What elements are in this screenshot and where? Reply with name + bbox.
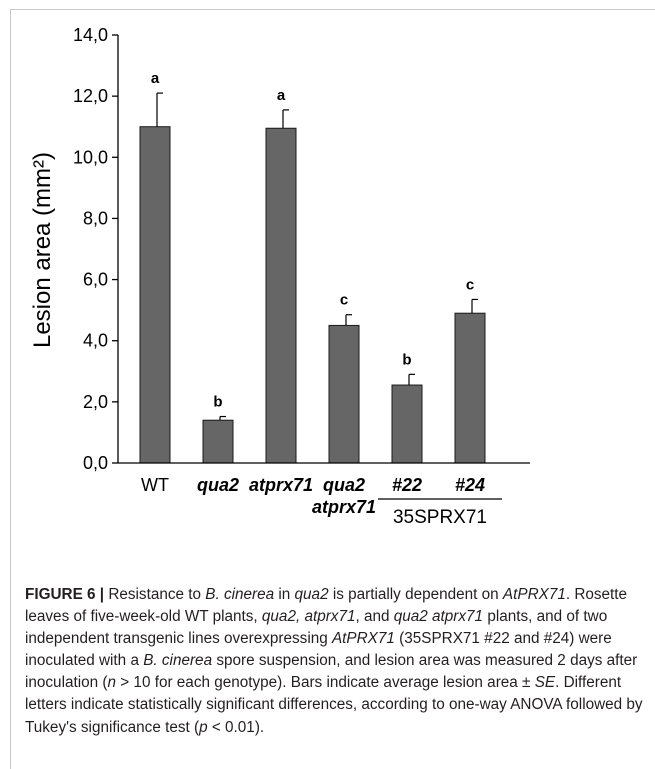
caption-run: spore suspension, and lesion area was me…	[25, 652, 638, 692]
significance-letter: c	[466, 276, 474, 293]
x-tick-label: atprx71	[249, 475, 313, 495]
y-tick-label: 12,0	[73, 86, 108, 106]
caption-run: plants, and of two independent transgeni…	[25, 608, 608, 648]
y-tick-label: 4,0	[83, 331, 108, 351]
caption-run: . Different letters indicate statistical…	[25, 674, 643, 736]
caption-italic: SE	[534, 674, 556, 692]
bar	[265, 127, 297, 464]
figure-caption: FIGURE 6 | Resistance to B. cinerea in q…	[25, 584, 645, 739]
group-label: 35SPRX71	[393, 507, 487, 528]
significance-letter: a	[151, 70, 160, 87]
caption-run: Resistance to	[108, 586, 206, 603]
caption-italic: B. cinerea	[143, 652, 213, 670]
caption-italic: qua2	[294, 586, 329, 603]
caption-run: (35SPRX71 #22 and #24) were inoculated w…	[25, 630, 612, 670]
y-axis: 0,0 2,0 4,0 6,0 8,0 10,0 12,0 14,0	[73, 25, 119, 473]
x-tick-label: qua2	[197, 475, 239, 495]
caption-text: Resistance to B. cinerea in qua2 is part…	[25, 586, 643, 736]
y-tick-label: 6,0	[83, 270, 108, 290]
caption-italic: AtPRX71	[502, 586, 566, 603]
y-tick-label: 10,0	[73, 147, 108, 167]
significance-letter: a	[277, 87, 286, 104]
y-axis-label: Lesion area (mm²)	[29, 152, 56, 348]
significance-letter: b	[402, 351, 411, 368]
x-tick-label: #22	[392, 475, 422, 495]
bar	[328, 324, 360, 464]
caption-italic: qua2 atprx71	[393, 608, 484, 626]
y-tick-label: 14,0	[73, 25, 108, 45]
significance-letter: c	[340, 292, 348, 309]
bar	[202, 419, 234, 464]
caption-run: . Rosette leaves of five-week-old WT pla…	[25, 586, 628, 626]
bar	[454, 312, 486, 464]
caption-italic: qua2, atprx71	[261, 608, 356, 626]
x-tick-label: WT	[141, 475, 169, 495]
x-tick-label: #24	[455, 475, 485, 495]
caption-italic: AtPRX71	[331, 630, 395, 648]
caption-run: is partially dependent on	[328, 586, 503, 603]
caption-italic: n	[107, 674, 116, 692]
significance-letter: b	[213, 394, 222, 411]
caption-italic: p	[199, 718, 208, 736]
caption-italic: B. cinerea	[205, 586, 275, 603]
caption-run: > 10 for each genotype). Bars indicate a…	[116, 674, 535, 692]
y-tick-label: 0,0	[83, 453, 108, 473]
x-tick-label: qua2	[323, 475, 365, 495]
bar	[139, 126, 171, 464]
bars: a b a c b c	[139, 70, 486, 464]
caption-label: FIGURE 6 |	[25, 586, 109, 603]
bar	[391, 384, 423, 464]
caption-run: < 0.01).	[207, 718, 265, 736]
y-tick-label: 8,0	[83, 208, 108, 228]
figure-frame-top	[10, 9, 655, 10]
caption-run: in	[274, 586, 295, 603]
y-tick-label: 2,0	[83, 392, 108, 412]
bar-chart: 0,0 2,0 4,0 6,0 8,0 10,0 12,0 14,0 a b a c b c WT qua…	[29, 25, 530, 528]
figure-frame-left	[10, 9, 11, 769]
x-tick-label: atprx71	[312, 497, 376, 517]
caption-run: , and	[355, 608, 394, 626]
